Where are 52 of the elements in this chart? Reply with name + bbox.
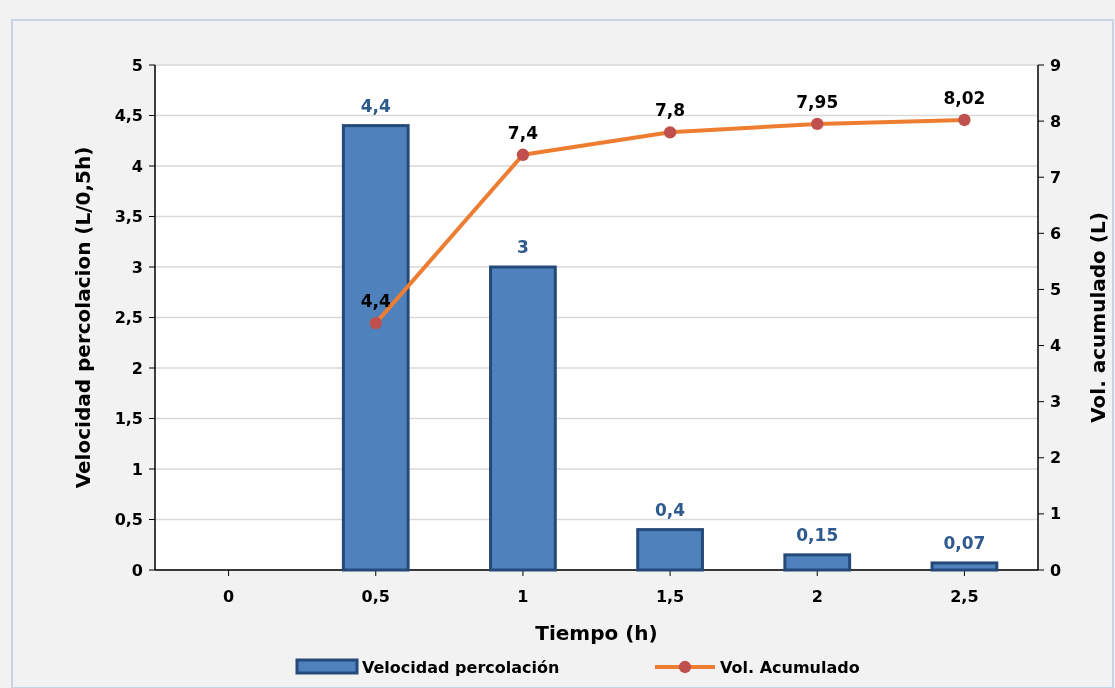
data-label: 7,4: [507, 122, 539, 143]
y-tick-label: 4,5: [114, 106, 143, 126]
point: [811, 117, 824, 131]
y2-tick-label: 1: [1050, 504, 1062, 524]
y-tick-label: 1: [131, 459, 143, 479]
data-label: 7,8: [655, 100, 686, 121]
y-tick-label: 1,5: [114, 409, 143, 429]
bar: [930, 561, 999, 572]
y-tick-label: 0: [131, 560, 143, 580]
point: [369, 316, 382, 330]
point: [516, 148, 530, 161]
y-tick-label: 2,5: [114, 308, 143, 328]
x-tick-label: 0: [223, 587, 235, 606]
legend-label: Velocidad percolación: [362, 657, 560, 677]
data-label: 4,4: [360, 291, 391, 312]
y-tick-label: 5: [131, 55, 143, 75]
y-tick-label: 2: [131, 358, 143, 378]
y-tick-label: 4: [131, 156, 143, 176]
x-tick-label: 1: [517, 587, 529, 606]
point: [663, 126, 677, 139]
bar: [341, 124, 410, 572]
y2-tick-label: 4: [1050, 336, 1062, 356]
y2-tick-label: 5: [1050, 280, 1062, 300]
data-label: 3: [516, 237, 529, 257]
y2-tick-label: 3: [1050, 392, 1062, 412]
x-tick-label: 2: [811, 587, 823, 606]
y-tick-label: 3: [131, 257, 143, 277]
y2-axis-title: Vol. acumulado (L): [1086, 212, 1110, 423]
legend-label: Vol. Acumulado: [720, 657, 860, 677]
y2-tick-label: 2: [1050, 448, 1062, 468]
bar: [783, 553, 852, 572]
y-tick-label: 0,5: [114, 510, 143, 530]
y2-tick-label: 0: [1050, 560, 1062, 580]
y2-tick-label: 7: [1050, 167, 1062, 187]
x-tick-label: 0,5: [361, 587, 390, 606]
y-axis-title: Velocidad percolacion (L/0,5h): [71, 146, 95, 489]
y2-tick-label: 8: [1050, 111, 1062, 131]
bar: [489, 265, 557, 572]
point: [958, 113, 971, 127]
data-label: 8,02: [943, 87, 986, 108]
data-label: 0,07: [943, 532, 986, 553]
bar: [636, 528, 704, 572]
y2-tick-label: 9: [1050, 55, 1062, 75]
y-tick-label: 3,5: [114, 207, 143, 227]
x-axis-title: Tiempo (h): [535, 621, 658, 645]
y2-tick-label: 6: [1050, 223, 1062, 243]
x-tick-label: 2,5: [950, 587, 979, 606]
data-label: 4,4: [360, 95, 391, 116]
data-label: 0,15: [796, 524, 839, 545]
data-label: 7,95: [796, 91, 839, 112]
data-label: 0,4: [655, 499, 686, 520]
x-tick-label: 1,5: [655, 587, 685, 606]
